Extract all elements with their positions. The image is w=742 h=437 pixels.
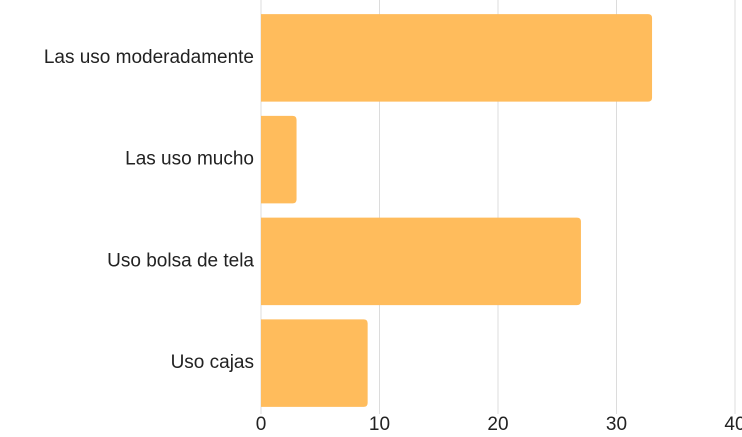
bar	[261, 217, 581, 306]
x-tick-label: 10	[369, 414, 390, 435]
x-tick-label: 20	[487, 414, 508, 435]
y-tick-label: Uso bolsa de tela	[107, 250, 254, 271]
bar	[261, 14, 653, 102]
y-tick-label: Uso cajas	[171, 352, 254, 373]
y-tick-label: Las uso moderadamente	[44, 47, 254, 68]
x-tick-label: 40	[724, 414, 742, 435]
x-tick-label: 0	[256, 414, 267, 435]
y-tick-label: Las uso mucho	[125, 149, 254, 170]
bar	[261, 319, 368, 407]
x-tick-label: 30	[606, 414, 627, 435]
bar	[261, 115, 297, 204]
